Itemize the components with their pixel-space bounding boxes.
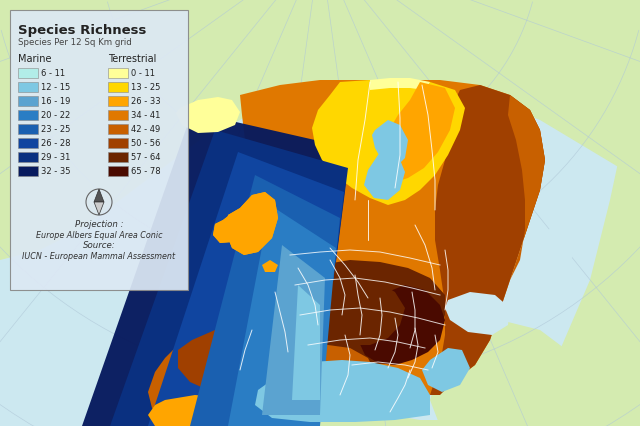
Polygon shape — [372, 120, 408, 168]
Polygon shape — [292, 285, 320, 400]
Polygon shape — [378, 82, 455, 182]
FancyBboxPatch shape — [108, 68, 128, 78]
Polygon shape — [0, 0, 640, 260]
Polygon shape — [240, 80, 545, 418]
Polygon shape — [255, 360, 430, 422]
Text: 12 - 15: 12 - 15 — [41, 83, 70, 92]
Polygon shape — [300, 278, 405, 345]
Text: 0 - 11: 0 - 11 — [131, 69, 155, 78]
Polygon shape — [94, 189, 104, 202]
FancyBboxPatch shape — [18, 124, 38, 134]
Text: 50 - 56: 50 - 56 — [131, 138, 161, 147]
Text: 57 - 64: 57 - 64 — [131, 153, 161, 161]
FancyBboxPatch shape — [108, 152, 128, 162]
Polygon shape — [508, 95, 545, 280]
Text: 32 - 35: 32 - 35 — [41, 167, 70, 176]
Text: 6 - 11: 6 - 11 — [41, 69, 65, 78]
Polygon shape — [190, 175, 340, 426]
Polygon shape — [94, 202, 104, 215]
FancyBboxPatch shape — [18, 166, 38, 176]
FancyBboxPatch shape — [10, 10, 188, 290]
Text: Species Richness: Species Richness — [18, 24, 147, 37]
Polygon shape — [110, 390, 470, 426]
Polygon shape — [178, 330, 255, 390]
Polygon shape — [538, 222, 575, 272]
Text: Terrestrial: Terrestrial — [108, 54, 156, 64]
Polygon shape — [358, 285, 445, 365]
Polygon shape — [430, 85, 545, 395]
FancyBboxPatch shape — [18, 68, 38, 78]
Polygon shape — [262, 345, 375, 400]
FancyBboxPatch shape — [108, 110, 128, 120]
Text: Source:: Source: — [83, 241, 115, 250]
Text: 20 - 22: 20 - 22 — [41, 110, 70, 120]
Polygon shape — [213, 213, 240, 243]
FancyBboxPatch shape — [18, 152, 38, 162]
Text: 34 - 41: 34 - 41 — [131, 110, 161, 120]
Text: Europe Albers Equal Area Conic: Europe Albers Equal Area Conic — [36, 231, 163, 240]
Polygon shape — [110, 130, 348, 426]
Polygon shape — [364, 145, 405, 200]
Polygon shape — [445, 292, 510, 335]
Text: IUCN - European Mammal Assessment: IUCN - European Mammal Assessment — [22, 252, 175, 261]
Polygon shape — [295, 260, 445, 365]
FancyBboxPatch shape — [108, 82, 128, 92]
Text: 16 - 19: 16 - 19 — [41, 97, 70, 106]
FancyBboxPatch shape — [18, 96, 38, 106]
FancyBboxPatch shape — [18, 138, 38, 148]
Polygon shape — [312, 80, 465, 205]
FancyBboxPatch shape — [18, 110, 38, 120]
FancyBboxPatch shape — [108, 124, 128, 134]
FancyBboxPatch shape — [108, 166, 128, 176]
Text: 23 - 25: 23 - 25 — [41, 124, 70, 133]
Polygon shape — [262, 245, 325, 415]
Polygon shape — [262, 260, 278, 272]
Text: Marine: Marine — [18, 54, 51, 64]
Polygon shape — [148, 395, 248, 426]
Text: 42 - 49: 42 - 49 — [131, 124, 160, 133]
Text: 13 - 25: 13 - 25 — [131, 83, 161, 92]
Polygon shape — [530, 0, 640, 426]
FancyBboxPatch shape — [108, 138, 128, 148]
Text: 29 - 31: 29 - 31 — [41, 153, 70, 161]
Polygon shape — [148, 152, 344, 426]
Polygon shape — [226, 192, 278, 255]
Polygon shape — [82, 112, 350, 426]
Text: Projection :: Projection : — [75, 220, 124, 229]
Text: 26 - 28: 26 - 28 — [41, 138, 70, 147]
Text: 26 - 33: 26 - 33 — [131, 97, 161, 106]
Text: Species Per 12 Sq Km grid: Species Per 12 Sq Km grid — [18, 38, 132, 47]
Polygon shape — [245, 268, 325, 348]
Polygon shape — [370, 78, 430, 90]
Polygon shape — [226, 192, 278, 255]
FancyBboxPatch shape — [108, 96, 128, 106]
Text: 65 - 78: 65 - 78 — [131, 167, 161, 176]
Polygon shape — [176, 97, 240, 133]
Polygon shape — [213, 213, 240, 243]
Polygon shape — [228, 205, 336, 426]
Polygon shape — [148, 315, 268, 420]
Polygon shape — [422, 348, 470, 392]
FancyBboxPatch shape — [18, 82, 38, 92]
Polygon shape — [430, 320, 640, 426]
